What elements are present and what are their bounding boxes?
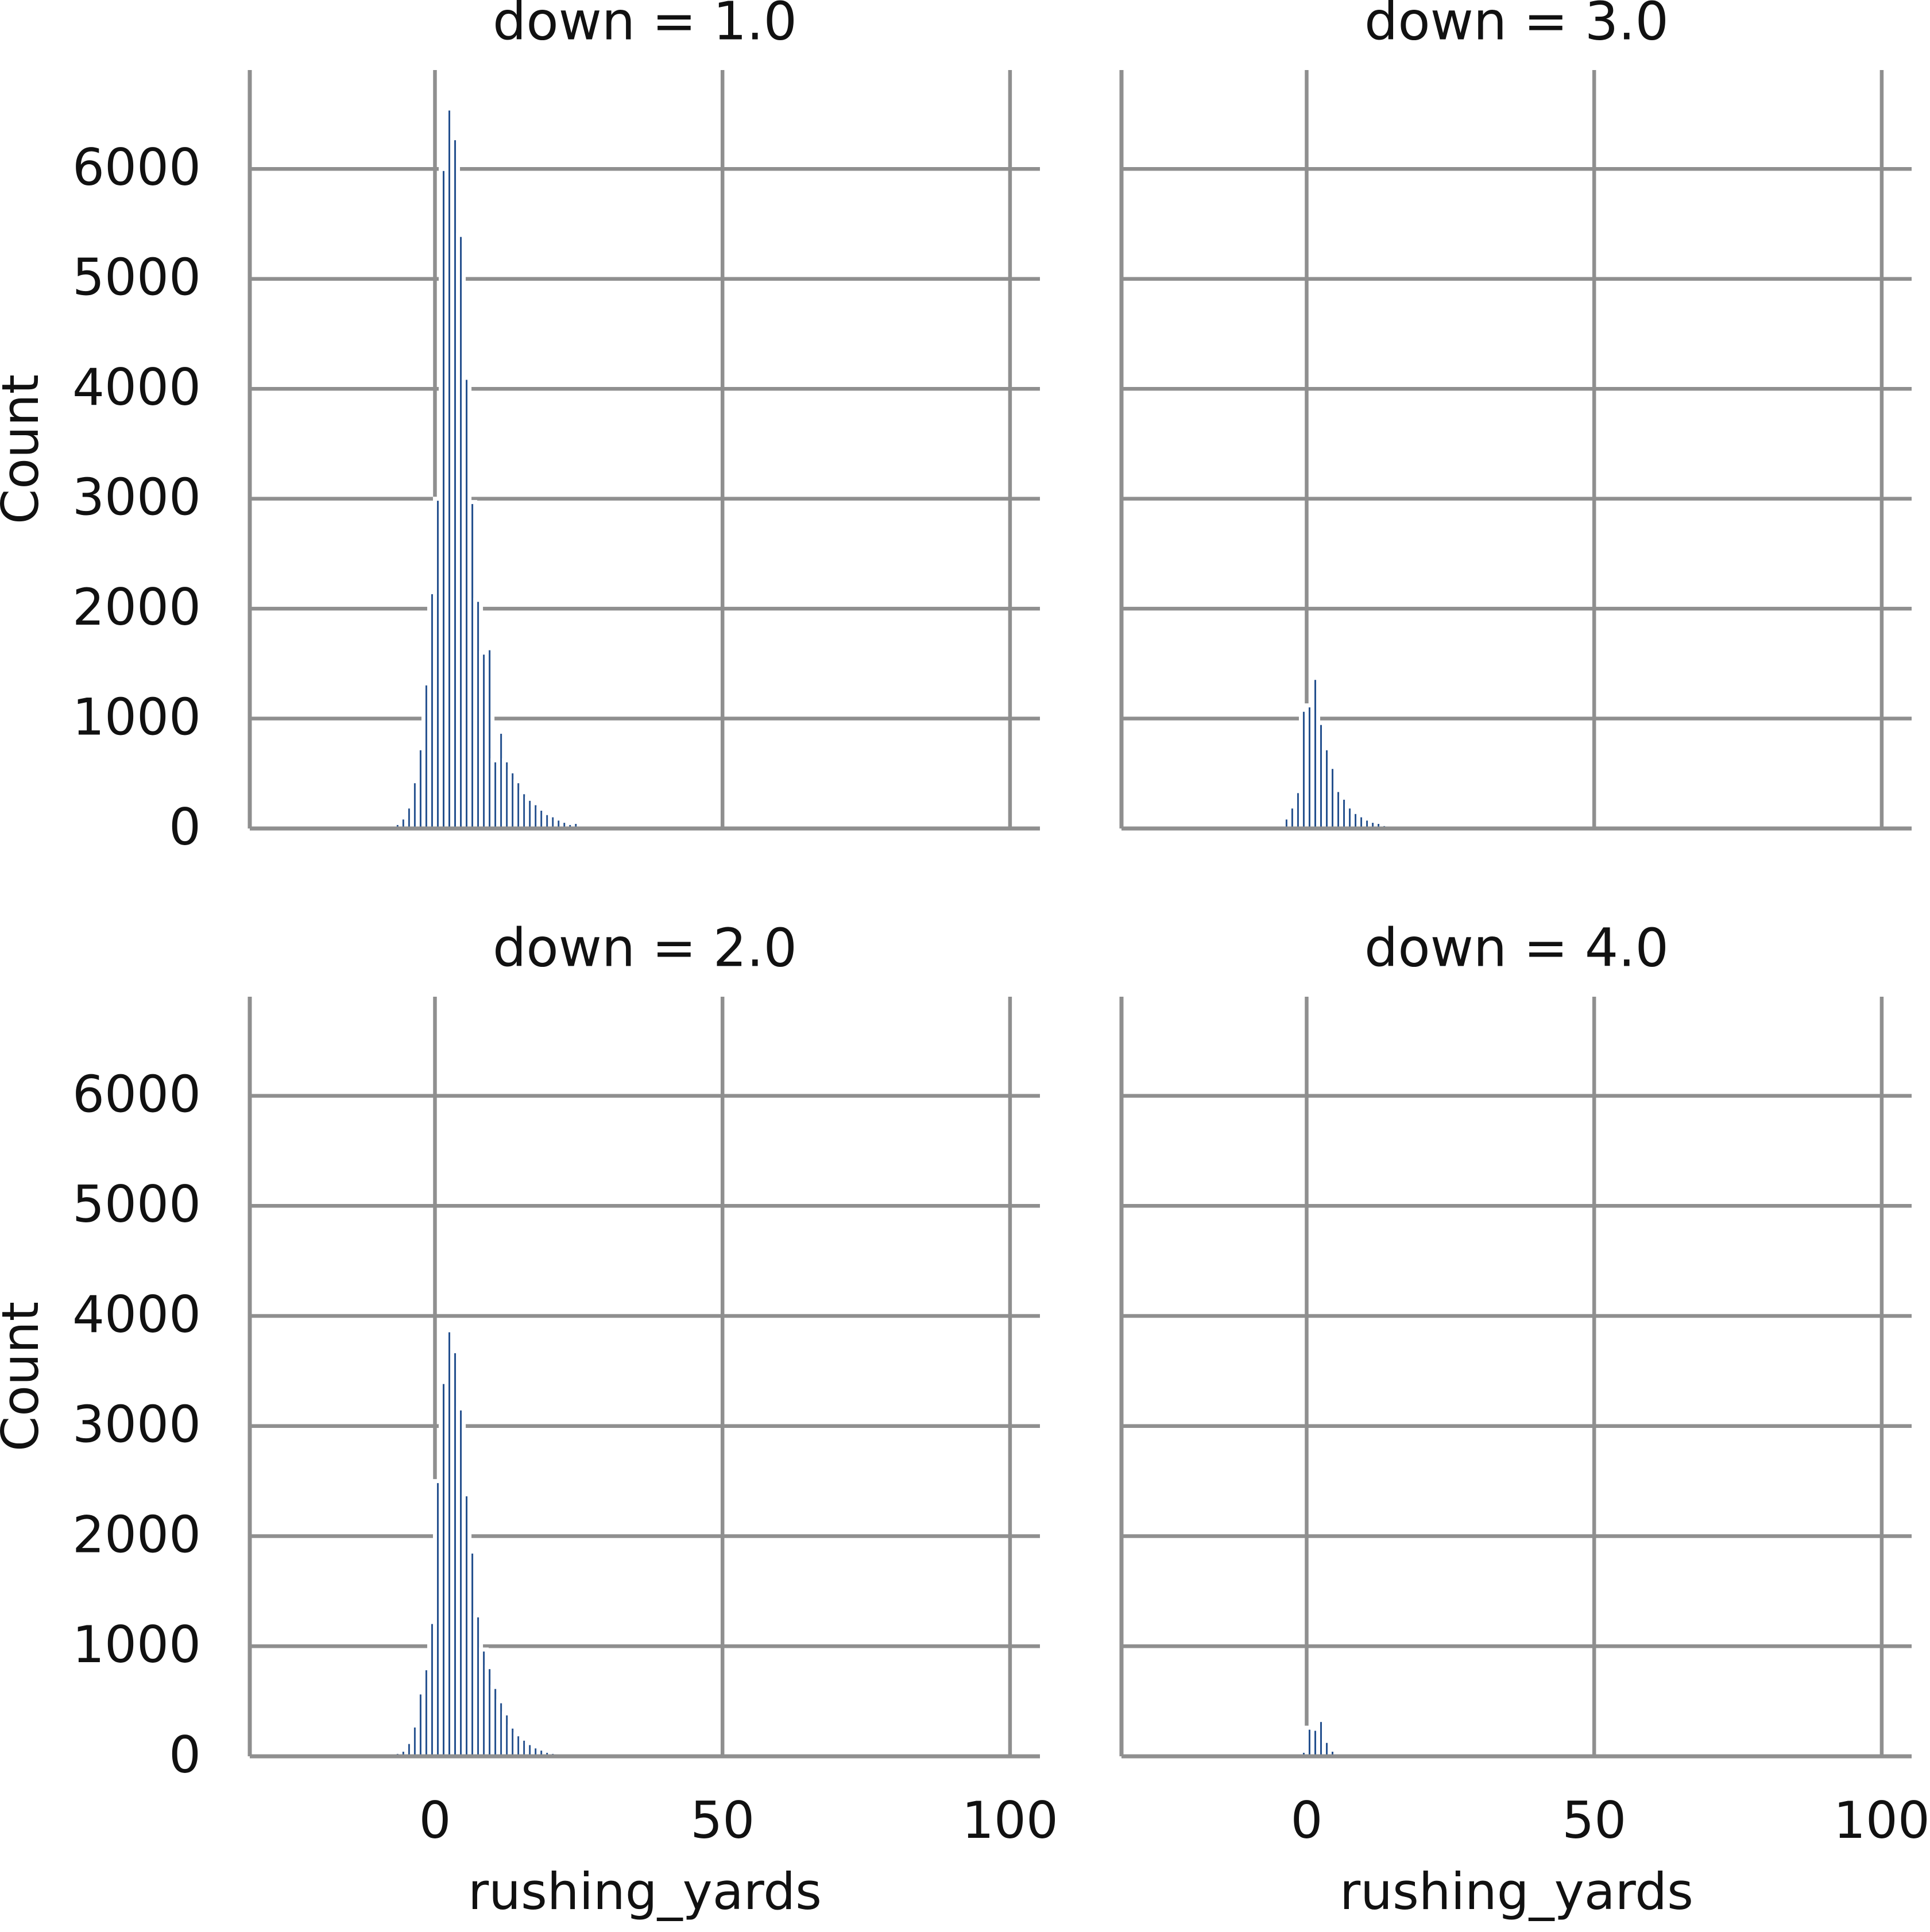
y-axis-label: Count: [0, 1302, 50, 1451]
y-tick-label: 2000: [72, 1505, 201, 1564]
y-tick-label: 3000: [72, 1395, 201, 1454]
facet-title: down = 3.0: [1364, 0, 1669, 52]
y-tick-label: 1000: [72, 1615, 201, 1674]
y-tick-label: 1000: [72, 687, 201, 746]
x-tick-label: 0: [419, 1791, 451, 1850]
x-tick-label: 100: [1834, 1791, 1930, 1850]
y-tick-label: 6000: [72, 138, 201, 197]
y-tick-label: 0: [169, 797, 201, 857]
facet-title: down = 2.0: [493, 917, 797, 978]
y-tick-label: 6000: [72, 1064, 201, 1124]
facet: down = 1.0 0 1000 2000 3000 4000 5000 6000 Count: [0, 0, 1040, 857]
x-axis-label: rushing_yards: [1340, 1862, 1693, 1921]
x-tick-label: 100: [962, 1791, 1058, 1850]
y-tick-label: 3000: [72, 468, 201, 527]
x-tick-label: 50: [1562, 1791, 1626, 1850]
x-tick-label: 50: [690, 1791, 755, 1850]
y-axis-label: Count: [0, 374, 50, 524]
y-tick-label: 5000: [72, 248, 201, 307]
facet-title: down = 1.0: [493, 0, 797, 52]
facet-title: down = 4.0: [1364, 917, 1669, 978]
y-tick-label: 4000: [72, 1285, 201, 1344]
y-tick-label: 4000: [72, 358, 201, 417]
facet: down = 3.0: [1119, 0, 1912, 831]
y-tick-label: 0: [169, 1725, 201, 1784]
y-tick-label: 2000: [72, 578, 201, 637]
facet: down = 4.0 0 50 100 rushing_yards: [1119, 917, 1930, 1921]
x-tick-label: 0: [1290, 1791, 1322, 1850]
x-axis-label: rushing_yards: [468, 1862, 822, 1921]
y-tick-label: 5000: [72, 1175, 201, 1234]
facet: down = 2.0 0 1000 2000 3000 4000 5000 6000 0 50 10…: [0, 917, 1058, 1921]
